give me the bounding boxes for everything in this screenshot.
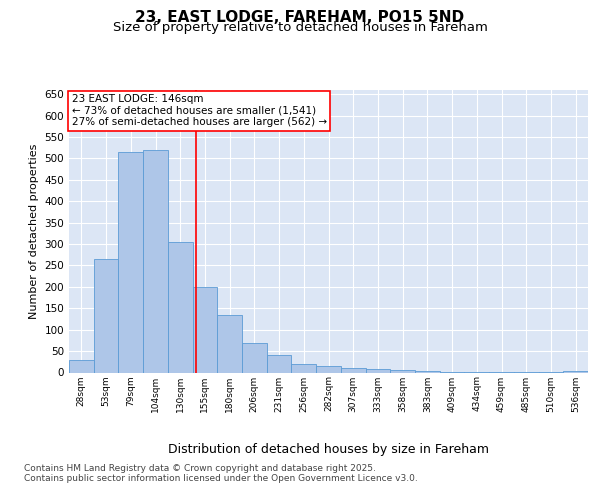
Text: Size of property relative to detached houses in Fareham: Size of property relative to detached ho…: [113, 21, 487, 34]
Bar: [365, 369, 390, 372]
Bar: [217, 314, 242, 372]
Y-axis label: Number of detached properties: Number of detached properties: [29, 144, 39, 319]
Bar: [118, 152, 143, 372]
Bar: [193, 287, 217, 372]
Text: Contains public sector information licensed under the Open Government Licence v3: Contains public sector information licen…: [24, 474, 418, 483]
Bar: [415, 371, 440, 372]
Text: Contains HM Land Registry data © Crown copyright and database right 2025.: Contains HM Land Registry data © Crown c…: [24, 464, 376, 473]
Bar: [390, 370, 415, 372]
Text: 23, EAST LODGE, FAREHAM, PO15 5ND: 23, EAST LODGE, FAREHAM, PO15 5ND: [136, 10, 464, 25]
Text: 23 EAST LODGE: 146sqm
← 73% of detached houses are smaller (1,541)
27% of semi-d: 23 EAST LODGE: 146sqm ← 73% of detached …: [71, 94, 327, 128]
Bar: [292, 364, 316, 372]
Bar: [267, 356, 292, 372]
Bar: [143, 150, 168, 372]
Bar: [242, 344, 267, 372]
Bar: [94, 259, 118, 372]
Text: Distribution of detached houses by size in Fareham: Distribution of detached houses by size …: [168, 442, 490, 456]
Bar: [563, 371, 588, 372]
Bar: [168, 242, 193, 372]
Bar: [69, 360, 94, 372]
Bar: [341, 368, 365, 372]
Bar: [316, 366, 341, 372]
